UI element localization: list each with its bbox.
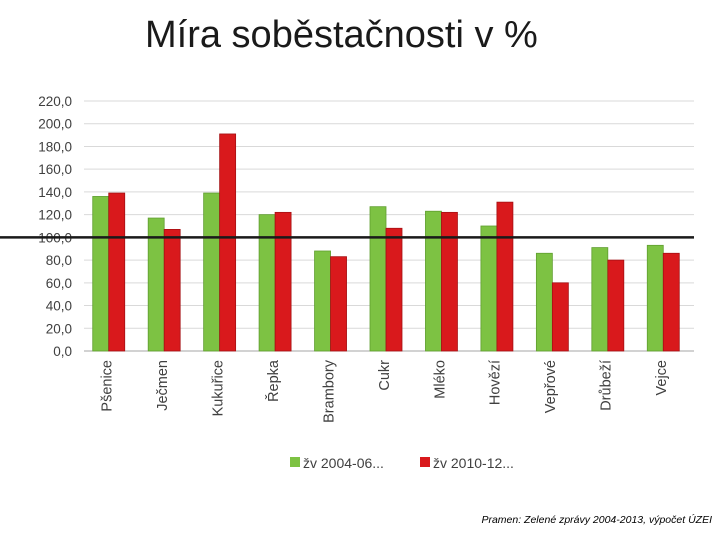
bar-series2-3 [274,211,292,352]
x-tick-label: Ječmen [155,360,171,411]
x-tick-label: Řepka [265,359,282,402]
x-tick-label: Pšenice [100,360,116,412]
x-tick-label: Vejce [654,360,670,395]
bar-series1-0 [92,196,110,352]
bar-series1-10 [646,244,664,352]
bar-series2-2 [219,133,237,352]
x-tick-labels: Pšenice Ječmen Kukuřice Řepka Brambory Cukr Ml… [100,359,671,423]
x-tick-label: Cukr [377,360,393,391]
y-tick-labels: 0,020,040,060,080,0100,0120,0140,0160,01… [38,94,72,359]
y-tick-label: 40,0 [46,299,72,314]
bar-series2-10 [662,252,680,352]
y-tick-label: 180,0 [38,139,72,154]
bar-series2-8 [551,282,569,352]
y-tick-label: 80,0 [46,253,72,268]
bar-series1-5 [369,206,387,352]
bar-series2-0 [108,192,126,352]
source-note: Pramen: Zelené zprávy 2004-2013, výpočet… [481,514,712,526]
x-tick-label: Kukuřice [210,360,226,416]
legend-label-1: žv 2004-06... [303,455,384,471]
bar-series1-9 [591,247,609,352]
page-title: Míra soběstačnosti v % [145,14,538,56]
y-tick-label: 220,0 [38,94,72,109]
y-tick-label: 20,0 [46,321,72,336]
bar-series2-5 [385,227,403,352]
bar-series1-7 [480,225,498,352]
x-tick-label: Mléko [432,360,448,399]
x-tick-label: Drůbeží [599,360,615,411]
y-tick-label: 120,0 [38,208,72,223]
legend-swatch-1 [290,457,300,467]
bar-series1-4 [314,250,331,352]
bar-series2-7 [496,201,514,352]
y-tick-label: 60,0 [46,276,72,291]
y-tick-label: 140,0 [38,185,72,200]
bar-series2-9 [607,259,625,352]
legend: žv 2004-06... žv 2010-12... [290,455,514,471]
y-tick-label: 200,0 [38,117,72,132]
bar-series2-1 [163,229,181,352]
x-tick-label: Vepřové [543,360,559,413]
bars [92,133,680,352]
y-tick-label: 0,0 [53,344,72,359]
bar-series1-2 [203,192,221,352]
x-tick-label: Brambory [321,359,337,423]
legend-label-2: žv 2010-12... [433,455,514,471]
x-tick-label: Hovězí [488,360,504,405]
y-tick-label: 160,0 [38,162,72,177]
bar-series1-6 [425,210,442,352]
bar-series2-6 [441,211,458,352]
legend-swatch-2 [420,457,430,467]
bar-series1-3 [258,214,276,352]
bar-series2-4 [330,256,347,352]
bar-series1-8 [535,252,553,352]
